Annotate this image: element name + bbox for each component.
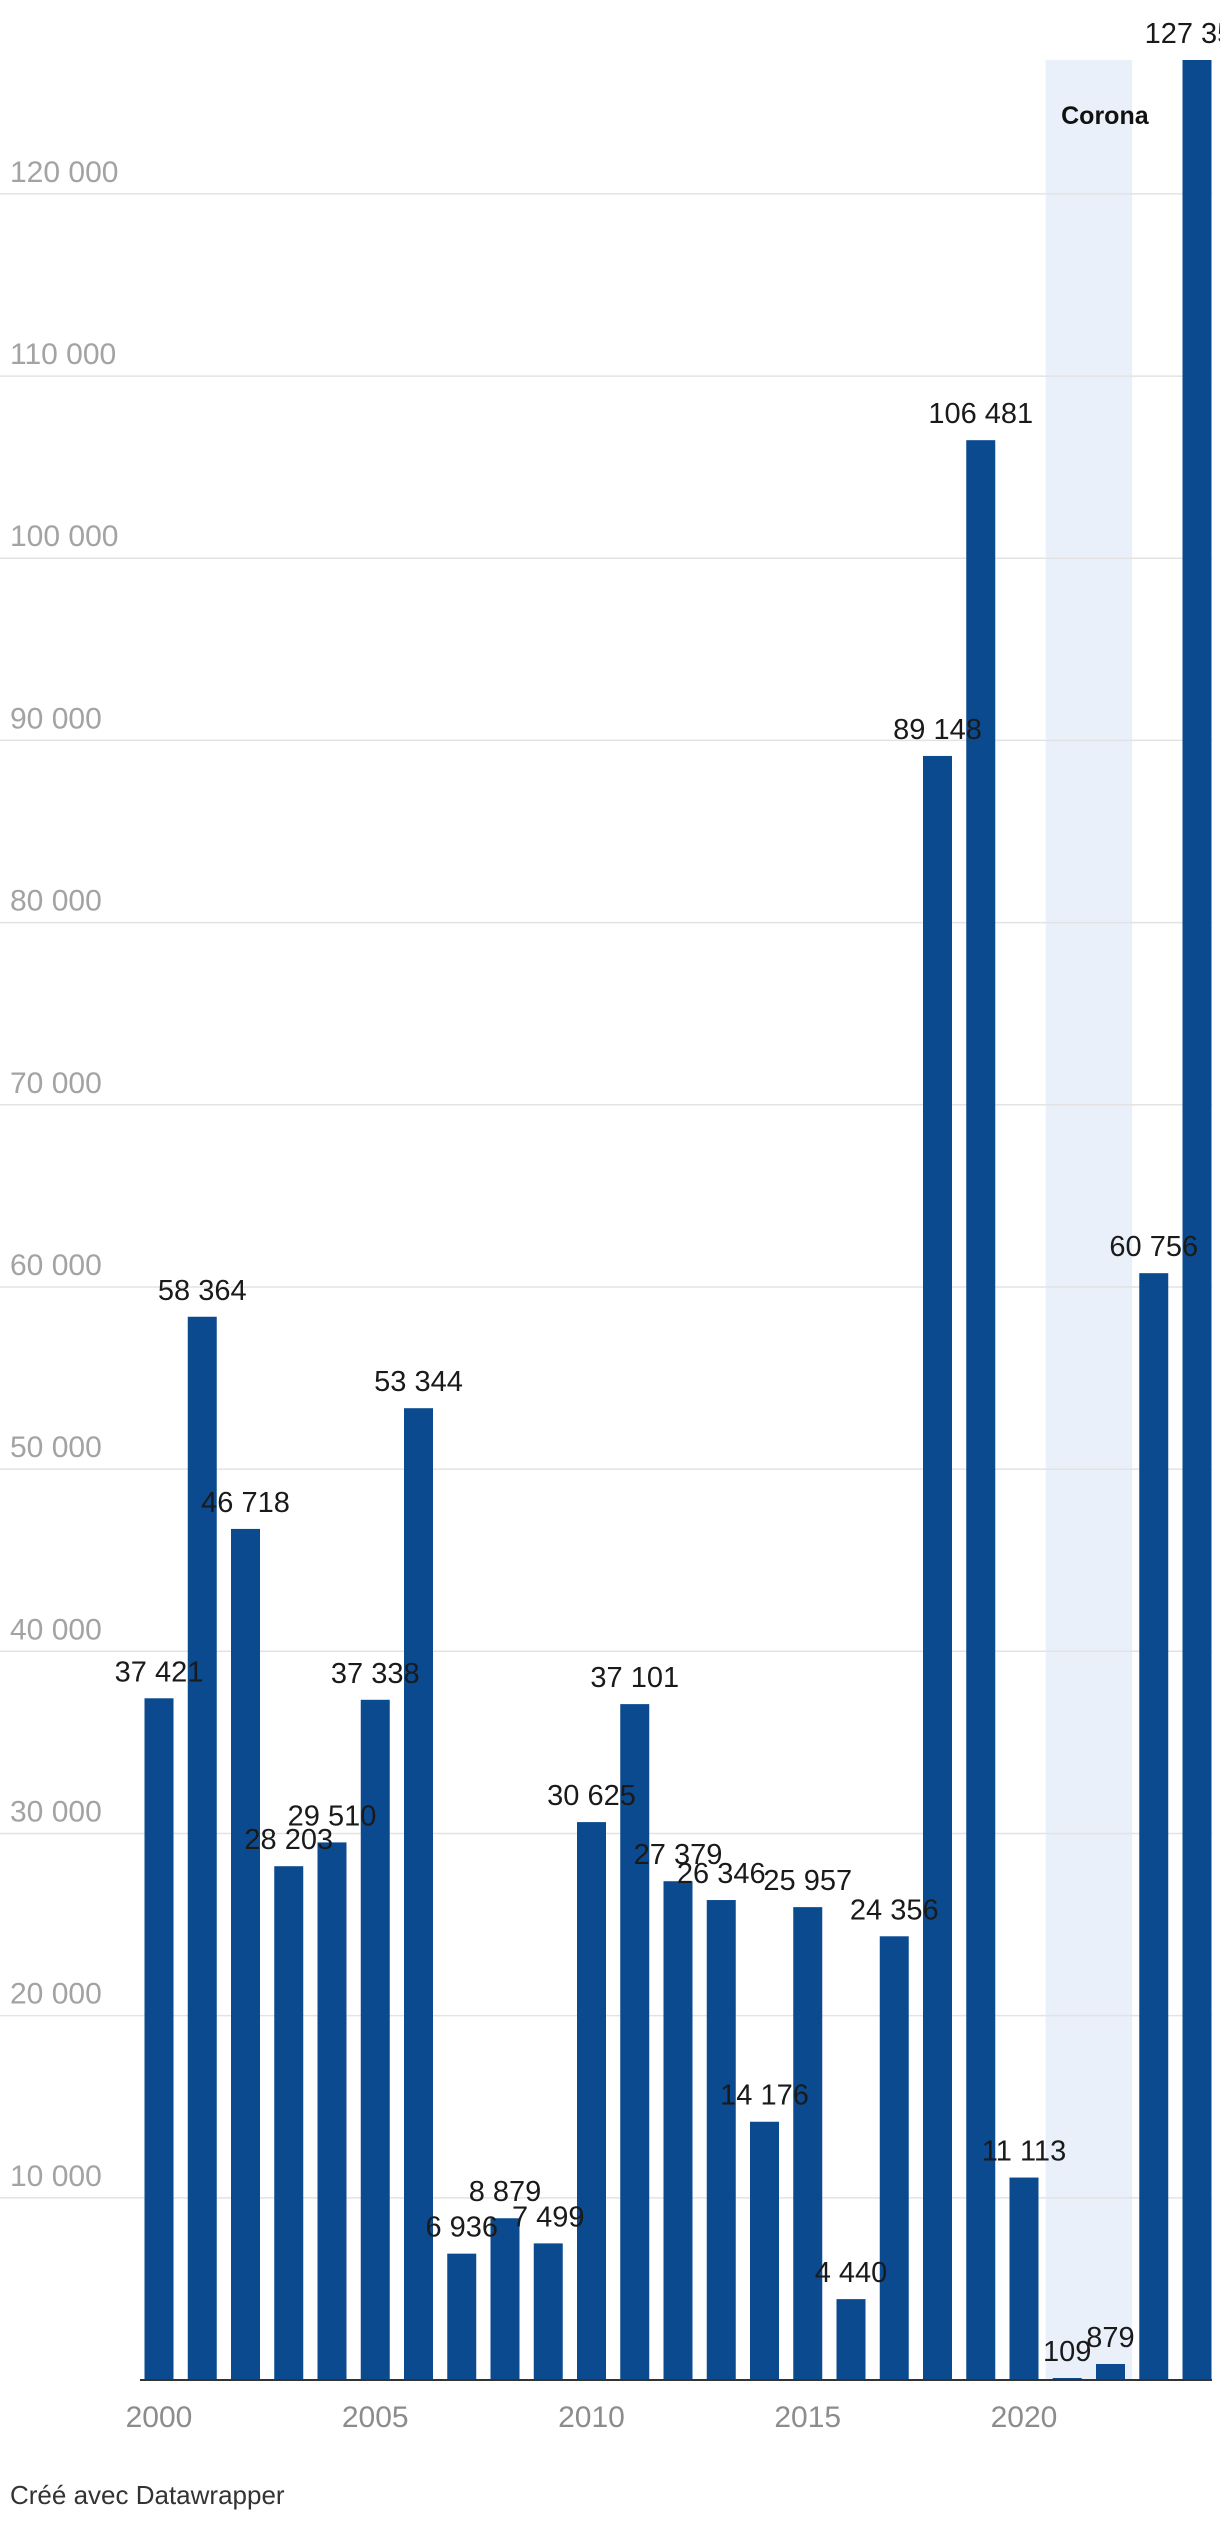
data-label-2006: 53 344 [374, 1366, 463, 1398]
y-tick-label: 120 000 [10, 156, 118, 189]
data-label-2014: 14 176 [720, 2080, 809, 2112]
data-label-2007: 6 936 [425, 2212, 498, 2244]
bar-2001 [187, 1316, 217, 2380]
data-label-2016: 4 440 [815, 2257, 888, 2289]
bar-2005 [360, 1699, 390, 2380]
data-label-2019: 106 481 [928, 398, 1033, 430]
bar-2017 [879, 1936, 909, 2380]
y-tick-label: 20 000 [10, 1978, 102, 2011]
x-tick-label: 2010 [558, 2401, 625, 2434]
bar-2022 [1096, 2363, 1125, 2380]
y-tick-label: 30 000 [10, 1795, 102, 1828]
bar-2003 [274, 1866, 304, 2380]
data-label-2001: 58 364 [158, 1275, 247, 1307]
corona-highlight-band [1045, 60, 1133, 2380]
bar-2012 [663, 1881, 693, 2380]
bar-2020 [1009, 2177, 1039, 2380]
bar-2015 [793, 1907, 823, 2380]
bar-2018 [923, 755, 952, 2381]
bar-2023 [1139, 1273, 1169, 2380]
data-label-2018: 89 148 [893, 714, 982, 746]
y-tick-label: 100 000 [10, 520, 118, 553]
y-tick-label: 50 000 [10, 1431, 102, 1464]
x-tick-label: 2020 [991, 2401, 1058, 2434]
bar-2009 [533, 2243, 563, 2380]
y-tick-label: 10 000 [10, 2160, 102, 2193]
data-label-2009: 7 499 [512, 2201, 585, 2233]
credit-footer: Créé avec Datawrapper [10, 2480, 285, 2510]
bar-2011 [620, 1704, 650, 2380]
data-label-2008: 8 879 [469, 2176, 542, 2208]
data-label-2004: 29 510 [288, 1800, 377, 1832]
bar-2008 [490, 2218, 520, 2380]
bar-2004 [317, 1842, 347, 2380]
bar-2007 [447, 2253, 477, 2380]
y-tick-label: 40 000 [10, 1613, 102, 1646]
y-tick-label: 110 000 [10, 338, 116, 371]
bar-2013 [706, 1900, 736, 2380]
x-tick-label: 2015 [774, 2401, 841, 2434]
bar-2024 [1182, 60, 1212, 2380]
data-label-2011: 37 101 [590, 1662, 679, 1694]
data-label-2013: 26 346 [677, 1858, 766, 1890]
x-tick-label: 2000 [126, 2401, 193, 2434]
bar-2010 [577, 1822, 606, 2380]
data-label-2021: 109 [1043, 2336, 1091, 2368]
data-label-2000: 37 421 [115, 1656, 204, 1688]
data-label-2003: 28 203 [244, 1824, 333, 1856]
corona-annotation: Corona [1061, 102, 1150, 130]
data-label-2022: 879 [1086, 2322, 1134, 2354]
y-tick-label: 70 000 [10, 1067, 102, 1100]
bar-2014 [750, 2121, 779, 2380]
x-tick-label: 2005 [342, 2401, 409, 2434]
bar-2006 [404, 1408, 433, 2380]
y-tick-label: 90 000 [10, 702, 102, 735]
bar-2019 [966, 440, 996, 2380]
bar-2002 [231, 1528, 260, 2380]
data-label-2023: 60 756 [1109, 1231, 1198, 1263]
bar-2000 [144, 1698, 174, 2380]
data-label-2012: 27 379 [634, 1839, 723, 1871]
data-label-2015: 25 957 [763, 1865, 852, 1897]
y-tick-label: 60 000 [10, 1249, 102, 1282]
data-label-2005: 37 338 [331, 1658, 420, 1690]
data-label-2010: 30 625 [547, 1780, 636, 1812]
data-label-2017: 24 356 [850, 1894, 939, 1926]
y-tick-label: 80 000 [10, 885, 102, 918]
data-label-2024: 127 350 [1145, 18, 1220, 50]
data-label-2020: 11 113 [982, 2136, 1066, 2168]
bar-2016 [836, 2299, 866, 2380]
data-label-2002: 46 718 [201, 1487, 290, 1519]
